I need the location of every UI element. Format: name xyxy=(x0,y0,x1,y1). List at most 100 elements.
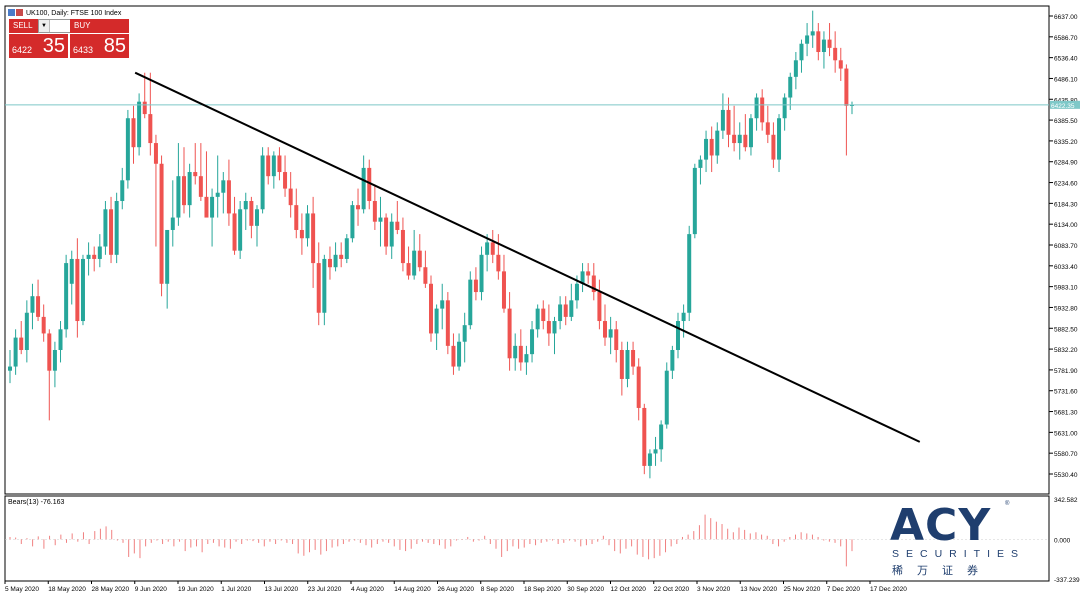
y-tick-label: 6586.70 xyxy=(1054,35,1078,42)
buy-button[interactable]: BUY xyxy=(70,19,129,33)
candle-body xyxy=(120,180,125,202)
candle-body xyxy=(597,292,602,322)
x-tick-label: 26 Aug 2020 xyxy=(438,586,475,593)
candle-body xyxy=(704,138,709,160)
candle-body xyxy=(406,263,411,276)
candle-body xyxy=(490,242,495,255)
candle-body xyxy=(698,159,703,168)
candle-body xyxy=(86,254,91,259)
candle-body xyxy=(254,209,259,226)
candle-body xyxy=(356,205,361,210)
y-tick-label: 5832.20 xyxy=(1054,347,1078,354)
buy-price[interactable]: 6433 85 xyxy=(70,34,129,58)
candle-body xyxy=(850,104,854,106)
indicator-y-tick-label: 0.000 xyxy=(1054,537,1071,544)
candle-body xyxy=(142,101,147,115)
buy-price-small: 6433 xyxy=(73,45,94,55)
candle-body xyxy=(97,246,102,259)
x-tick-label: 18 Sep 2020 xyxy=(524,586,561,593)
candle-body xyxy=(675,321,680,351)
candle-body xyxy=(440,300,445,309)
x-tick-label: 28 May 2020 xyxy=(92,586,130,593)
candle-body xyxy=(524,354,529,363)
candle-body xyxy=(361,167,366,210)
candle-body xyxy=(24,312,29,351)
candle-body xyxy=(844,68,849,106)
candle-body xyxy=(765,122,770,135)
candle-body xyxy=(395,221,400,230)
candle-body xyxy=(434,308,439,334)
candle-body xyxy=(109,209,114,255)
x-tick-label: 7 Dec 2020 xyxy=(827,586,861,593)
candle-body xyxy=(468,279,473,326)
candle-body xyxy=(485,242,490,255)
candle-body xyxy=(210,196,215,218)
candle-body xyxy=(507,308,512,359)
y-tick-label: 5983.10 xyxy=(1054,285,1078,292)
candle-body xyxy=(546,321,551,334)
candle-body xyxy=(445,300,450,346)
candle-body xyxy=(799,43,804,61)
sell-price[interactable]: 6422 35 xyxy=(9,34,68,58)
candle-body xyxy=(552,321,557,334)
logo-registered-mark: ® xyxy=(1005,501,1010,507)
candle-body xyxy=(737,134,742,144)
x-tick-label: 4 Aug 2020 xyxy=(351,586,384,593)
flag-icon xyxy=(16,9,23,16)
indicator-y-tick-label: 342.582 xyxy=(1054,497,1078,504)
y-tick-label: 5882.50 xyxy=(1054,326,1078,333)
chart-title: UK100, Daily: FTSE 100 Index xyxy=(26,10,122,17)
y-tick-label: 6536.40 xyxy=(1054,56,1078,63)
candle-body xyxy=(8,366,12,371)
main-panel-frame xyxy=(4,5,1050,495)
candle-body xyxy=(687,234,692,313)
candle-body xyxy=(41,316,46,334)
candle-body xyxy=(619,350,624,379)
chevron-down-icon[interactable]: ▼ xyxy=(39,20,50,32)
candle-body xyxy=(344,238,349,259)
candle-body xyxy=(457,341,462,367)
candle-body xyxy=(249,201,254,226)
candle-body xyxy=(226,180,231,214)
candle-body xyxy=(193,172,198,177)
logo-chinese: 稀万证券 xyxy=(892,565,992,577)
candle-body xyxy=(92,254,97,259)
y-tick-label: 5731.60 xyxy=(1054,389,1078,396)
candle-body xyxy=(215,192,220,197)
candle-body xyxy=(333,254,338,268)
candle-body xyxy=(659,424,664,450)
candle-body xyxy=(232,213,237,251)
candle-body xyxy=(238,209,243,251)
candle-body xyxy=(805,35,810,44)
candle-body xyxy=(384,217,389,247)
x-tick-label: 13 Jul 2020 xyxy=(265,586,299,593)
x-tick-label: 25 Nov 2020 xyxy=(784,586,821,593)
x-tick-label: 14 Aug 2020 xyxy=(394,586,431,593)
candle-body xyxy=(294,205,299,230)
candle-body xyxy=(47,333,52,371)
candle-body xyxy=(563,304,568,317)
y-tick-label: 6134.00 xyxy=(1054,222,1078,229)
candle-body xyxy=(400,229,405,264)
candle-body xyxy=(322,258,327,313)
candle-body xyxy=(80,258,85,322)
candle-body xyxy=(305,213,310,239)
candle-body xyxy=(36,296,41,317)
candle-body xyxy=(30,296,35,313)
candle-body xyxy=(608,329,613,338)
candle-body xyxy=(479,254,484,293)
x-tick-label: 18 May 2020 xyxy=(48,586,86,593)
candle-body xyxy=(176,176,181,218)
x-tick-label: 3 Nov 2020 xyxy=(697,586,731,593)
candle-body xyxy=(159,163,164,284)
candle-body xyxy=(378,217,383,222)
candle-body xyxy=(451,345,456,367)
candle-body xyxy=(614,329,619,351)
candle-body xyxy=(153,143,158,164)
current-price-label: 6422.35 xyxy=(1051,103,1075,110)
candle-body xyxy=(372,201,377,222)
y-tick-label: 6385.50 xyxy=(1054,118,1078,125)
candle-body xyxy=(170,217,175,230)
candle-body xyxy=(339,254,344,259)
candle-body xyxy=(574,283,579,301)
